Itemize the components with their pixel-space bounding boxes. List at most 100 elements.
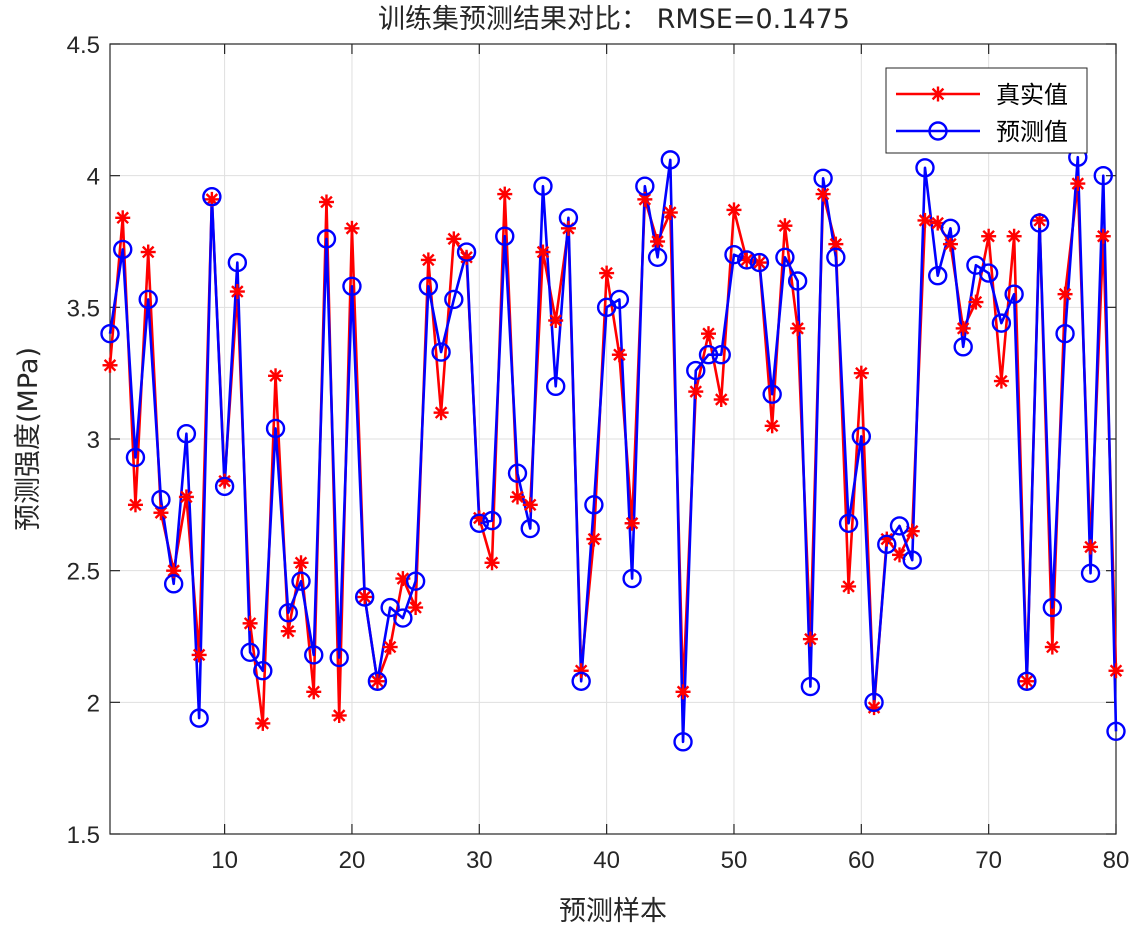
y-tick-label: 1.5 [67, 822, 100, 849]
predicted-point [125, 447, 146, 468]
actual-point [127, 497, 143, 513]
actual-point [382, 639, 398, 655]
actual-point [255, 715, 271, 731]
predicted-point [507, 463, 528, 483]
actual-point [306, 684, 322, 700]
x-tick-label: 80 [1103, 847, 1129, 874]
actual-point [140, 244, 156, 260]
actual-point [764, 418, 780, 434]
actual-point [115, 210, 131, 226]
actual-point [1083, 539, 1099, 555]
predicted-point [698, 345, 719, 365]
predicted-point [253, 661, 273, 681]
actual-point [229, 284, 245, 300]
predicted-point [138, 289, 158, 310]
predicted-point [444, 289, 464, 310]
predicted-point [380, 597, 400, 618]
predicted-point [991, 313, 1012, 333]
actual-point [701, 326, 717, 342]
predicted-point [1029, 213, 1050, 233]
predicted-point [928, 266, 948, 286]
actual-point [497, 186, 513, 202]
actual-point [331, 708, 347, 723]
predicted-point [660, 150, 681, 170]
actual-point [955, 320, 971, 336]
x-tick-label: 40 [593, 847, 620, 874]
predicted-point [635, 176, 655, 196]
predicted-point [838, 513, 859, 533]
predicted-point [787, 271, 808, 291]
y-tick-label: 3.5 [67, 295, 100, 322]
predicted-point [978, 263, 999, 283]
predicted-point [214, 476, 235, 497]
actual-point [968, 294, 984, 310]
predicted-point [113, 239, 133, 260]
actual-point [726, 202, 742, 218]
actual-point [242, 615, 258, 631]
predicted-point [762, 384, 782, 404]
predicted-point [329, 647, 349, 668]
predicted-point [877, 534, 897, 555]
actual-point [853, 365, 869, 381]
x-axis-label: 预测样本 [559, 896, 667, 927]
predicted-point [686, 360, 706, 381]
predicted-point [265, 418, 286, 439]
actual-point [777, 218, 793, 234]
actual-point [102, 357, 118, 373]
predicted-point [940, 218, 961, 239]
legend-box [885, 67, 1088, 154]
predicted-point [1004, 284, 1024, 304]
actual-point [522, 497, 538, 513]
predicted-point [889, 516, 910, 536]
actual-point [917, 212, 933, 228]
x-tick-label: 50 [721, 847, 748, 874]
predicted-point [495, 226, 515, 246]
predicted-point [456, 242, 477, 262]
actual-point [1108, 663, 1124, 679]
actual-point [599, 265, 615, 281]
predicted-point [953, 337, 973, 357]
predicted-point [647, 247, 668, 267]
predicted-point [775, 247, 795, 267]
chart-title: 训练集预测结果对比： RMSE=0.1475 [378, 4, 850, 35]
actual-point [611, 347, 627, 363]
actual-point [509, 489, 525, 505]
predicted-point [469, 513, 489, 533]
actual-point [713, 392, 729, 407]
x-tick-label: 60 [848, 847, 875, 874]
predicted-point [316, 229, 337, 249]
legend-asterisk [930, 86, 946, 102]
predicted-point [240, 642, 260, 662]
actual-point [548, 313, 564, 328]
predicted-point [1055, 323, 1075, 344]
predicted-point [520, 518, 540, 539]
y-axis-label: 预测强度(MPa) [13, 347, 44, 531]
actual-point [802, 631, 818, 647]
actual-point [178, 489, 194, 505]
predicted-point [813, 168, 833, 189]
predicted-point [724, 244, 744, 265]
predicted-point [227, 252, 248, 273]
predicted-point [1017, 671, 1037, 691]
series [100, 147, 1126, 752]
legend-label-predicted: 预测值 [996, 118, 1068, 146]
actual-point [624, 515, 640, 531]
actual-point [662, 205, 678, 221]
y-tick-label: 4.5 [67, 32, 100, 59]
x-tick-label: 20 [339, 847, 366, 874]
axis-ticks: 10 20 30 40 50 60 70 80 1.5 2 2.5 3 3.5 4 4.5 [67, 32, 1129, 874]
predicted-point [342, 276, 362, 296]
actual-point [993, 373, 1009, 389]
legend: 真实值 预测值 [885, 67, 1088, 154]
predicted-point [189, 708, 209, 728]
actual-point [344, 220, 360, 236]
actual-point [408, 600, 424, 616]
predicted-point [622, 568, 642, 589]
predicted-point [737, 250, 757, 270]
actual-point [357, 589, 373, 605]
predicted-point [571, 671, 591, 691]
predicted-point [1093, 165, 1113, 186]
actual-point [981, 228, 997, 244]
actual-point [650, 234, 666, 249]
actual-point [318, 194, 334, 210]
